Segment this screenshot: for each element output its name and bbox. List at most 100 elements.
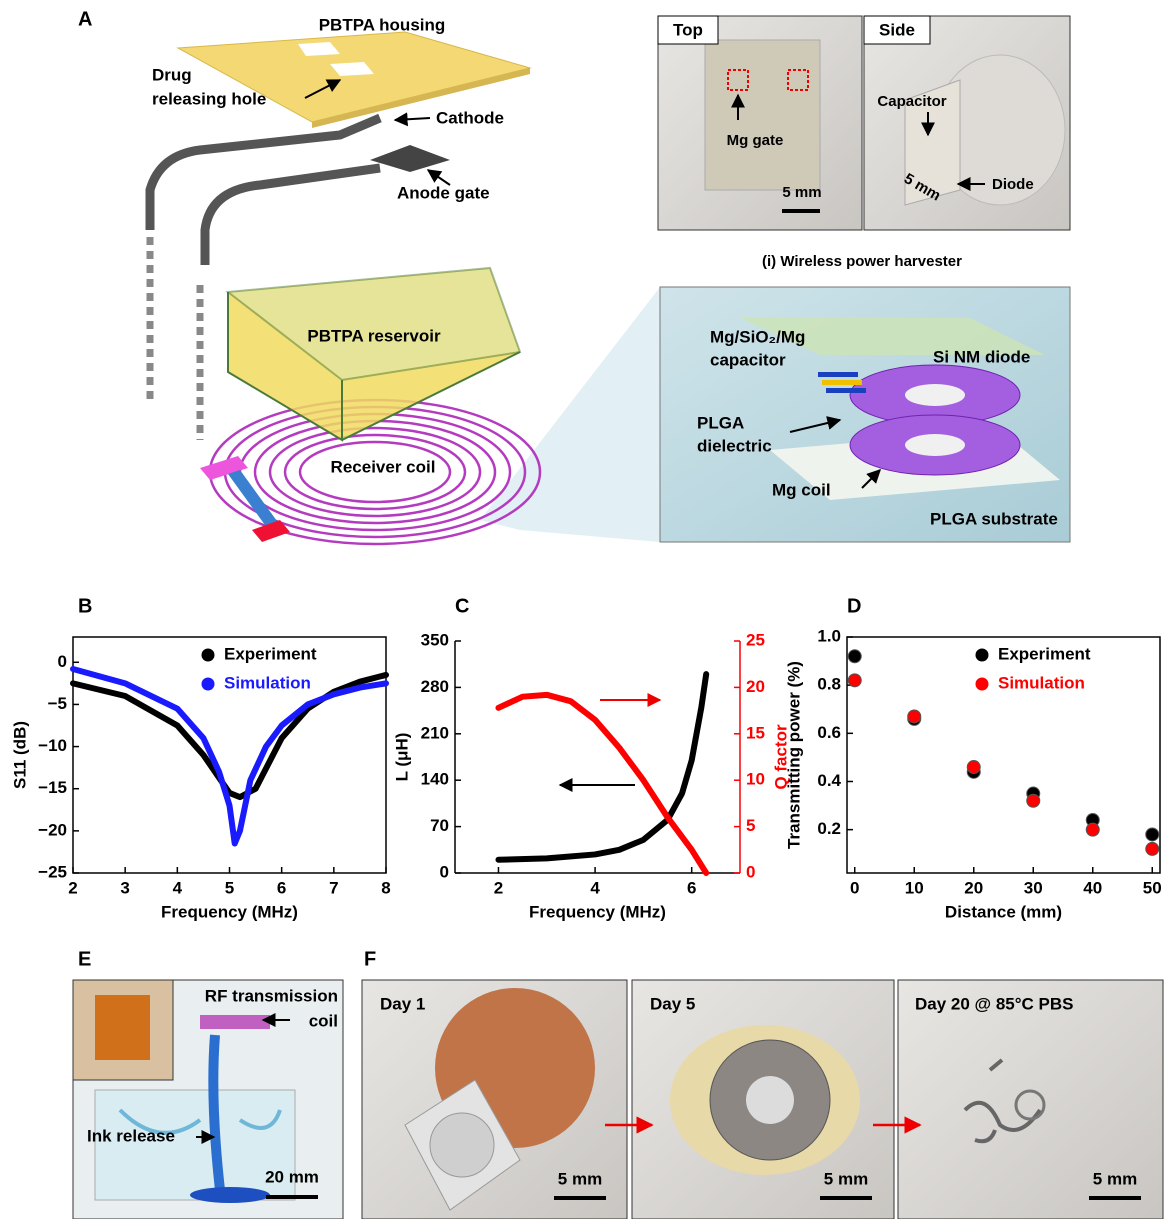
photo-tag: Day 5 — [650, 994, 695, 1013]
x-tick-label: 30 — [1024, 878, 1043, 897]
label: releasing hole — [152, 89, 266, 108]
point — [907, 709, 922, 724]
panel-label: A — [78, 8, 92, 30]
device-illustration — [145, 31, 660, 546]
legend-marker — [201, 677, 215, 691]
label: PBTPA reservoir — [307, 326, 441, 345]
label: Anode gate — [397, 183, 490, 202]
y-tick-label: −15 — [38, 778, 67, 797]
panel-label: D — [847, 595, 861, 617]
point — [1026, 793, 1041, 808]
x-tick-label: 20 — [964, 878, 983, 897]
y-tick-label: 0 — [440, 862, 449, 881]
x-tick-label: 2 — [68, 878, 77, 897]
y-axis-label: S11 (dB) — [10, 721, 29, 789]
y-tick-label: −5 — [48, 694, 67, 713]
y-axis-label: Transmitting power (%) — [784, 661, 803, 849]
y-tick-label: 280 — [421, 677, 449, 696]
panel-label: B — [78, 595, 92, 617]
y-tick-label: 350 — [421, 630, 449, 649]
label: capacitor — [710, 350, 786, 369]
x-tick-label: 8 — [381, 878, 390, 897]
photo-tag: Top — [673, 20, 703, 39]
x-axis-label: Frequency (MHz) — [161, 902, 298, 921]
series-line — [495, 691, 710, 876]
arrow — [426, 169, 451, 186]
panel-label: F — [364, 948, 376, 970]
x-tick-label: 4 — [590, 878, 600, 897]
x-tick-label: 6 — [277, 878, 286, 897]
label: PLGA — [697, 413, 744, 432]
point — [847, 673, 862, 688]
x-tick-label: 4 — [173, 878, 183, 897]
y-tick-label: 0.2 — [817, 819, 841, 838]
y-tick-label: 1.0 — [817, 626, 841, 645]
legend-marker — [975, 648, 989, 662]
y-tick-label: 70 — [430, 816, 449, 835]
x-tick-label: 3 — [120, 878, 129, 897]
label: Diode — [992, 176, 1034, 193]
label: PBTPA housing — [319, 15, 446, 34]
x-axis-label: Frequency (MHz) — [529, 902, 666, 921]
legend-label: Experiment — [224, 644, 317, 663]
point — [966, 760, 981, 775]
y2-tick-label: 25 — [746, 630, 765, 649]
y-tick-label: −20 — [38, 820, 67, 839]
scale-label: 5 mm — [782, 184, 821, 201]
y-tick-label: 0.6 — [817, 723, 841, 742]
label: Ink release — [87, 1126, 175, 1145]
point — [847, 649, 862, 664]
scale-label: 5 mm — [558, 1169, 602, 1188]
x-tick-label: 10 — [905, 878, 924, 897]
y2-tick-label: 10 — [746, 770, 765, 789]
label: Receiver coil — [331, 457, 436, 476]
x-tick-label: 2 — [494, 878, 503, 897]
legend-label: Simulation — [998, 673, 1085, 692]
label: dielectric — [697, 436, 772, 455]
x-tick-label: 0 — [850, 878, 859, 897]
y2-axis-label: Q factor — [771, 724, 790, 790]
label: Mg gate — [727, 132, 784, 149]
x-tick-label: 40 — [1083, 878, 1102, 897]
x-axis-label: Distance (mm) — [945, 902, 1062, 921]
arrow — [393, 112, 431, 127]
legend-label: Simulation — [224, 673, 311, 692]
caption: (i) Wireless power harvester — [762, 253, 962, 270]
photo-tag: Day 20 @ 85°C PBS — [915, 994, 1074, 1013]
plot-frame — [846, 636, 1161, 874]
scale-label: 5 mm — [1093, 1169, 1137, 1188]
y2-tick-label: 15 — [746, 723, 765, 742]
label: Cathode — [436, 108, 504, 127]
label: PLGA substrate — [930, 509, 1058, 528]
y-tick-label: 210 — [421, 723, 449, 742]
label: RF transmission — [205, 986, 338, 1005]
label: Mg coil — [772, 480, 831, 499]
y2-tick-label: 0 — [746, 862, 755, 881]
label: Si NM diode — [933, 347, 1030, 366]
y-tick-label: 0.8 — [817, 675, 841, 694]
photo-tag: Day 1 — [380, 994, 425, 1013]
scale-label: 20 mm — [265, 1167, 319, 1186]
y-tick-label: 140 — [421, 770, 449, 789]
x-tick-label: 5 — [225, 878, 234, 897]
label: Mg/SiO₂/Mg — [710, 327, 805, 346]
label: coil — [309, 1011, 338, 1030]
point — [1085, 822, 1100, 837]
y2-tick-label: 5 — [746, 816, 755, 835]
photo-f3 — [897, 979, 1164, 1219]
scale-label: 5 mm — [824, 1169, 868, 1188]
label: Drug — [152, 65, 192, 84]
y-tick-label: −25 — [38, 862, 67, 881]
legend-marker — [975, 677, 989, 691]
photo-tag: Side — [879, 20, 915, 39]
x-tick-label: 7 — [329, 878, 338, 897]
plot-frame — [72, 636, 387, 874]
legend-label: Experiment — [998, 644, 1091, 663]
arrow — [304, 79, 342, 99]
x-tick-label: 50 — [1143, 878, 1162, 897]
panel-label: E — [78, 948, 91, 970]
point — [1145, 827, 1160, 842]
x-tick-label: 6 — [687, 878, 696, 897]
